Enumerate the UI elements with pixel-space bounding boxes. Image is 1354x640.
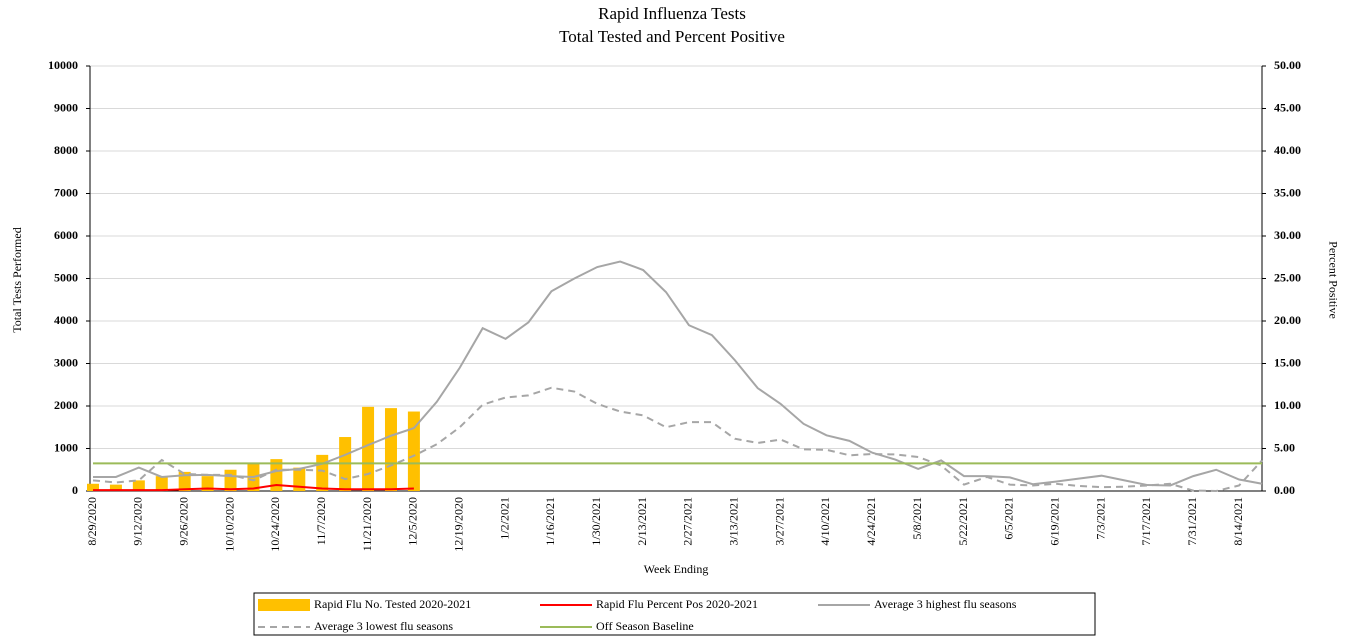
x-tick-label: 6/19/2021 xyxy=(1047,497,1061,546)
x-tick-label: 4/10/2021 xyxy=(818,497,832,546)
legend-label: Rapid Flu No. Tested 2020-2021 xyxy=(314,597,471,611)
line-series xyxy=(92,386,1263,493)
x-tick-label: 6/5/2021 xyxy=(1002,497,1016,540)
y2-tick-label: 25.00 xyxy=(1274,270,1301,284)
legend-label: Average 3 lowest flu seasons xyxy=(314,619,453,633)
x-tick-label: 10/24/2020 xyxy=(268,497,282,552)
x-tick-label: 8/14/2021 xyxy=(1231,497,1245,546)
y2-tick-label: 10.00 xyxy=(1274,398,1301,412)
x-tick-label: 10/10/2020 xyxy=(222,497,236,552)
x-tick-label: 1/16/2021 xyxy=(543,497,557,546)
x-tick-label: 11/7/2020 xyxy=(314,497,328,545)
chart-title: Rapid Influenza Tests xyxy=(598,4,746,23)
x-tick-label: 3/27/2021 xyxy=(772,497,786,546)
x-tick-label: 9/26/2020 xyxy=(176,497,190,546)
y2-tick-label: 5.00 xyxy=(1274,440,1295,454)
y-tick-label: 1000 xyxy=(54,440,78,454)
y-tick-label: 6000 xyxy=(54,228,78,242)
bar xyxy=(224,469,237,491)
x-axis-title: Week Ending xyxy=(644,562,709,576)
bar xyxy=(293,467,306,491)
y2-axis-title: Percent Positive xyxy=(1326,241,1340,319)
bar xyxy=(362,406,375,491)
y2-tick-label: 15.00 xyxy=(1274,355,1301,369)
bar xyxy=(316,454,329,491)
y-tick-label: 2000 xyxy=(54,398,78,412)
y2-tick-label: 35.00 xyxy=(1274,185,1301,199)
bar xyxy=(407,411,420,491)
legend-label: Off Season Baseline xyxy=(596,619,694,633)
y2-tick-label: 0.00 xyxy=(1274,483,1295,497)
y-tick-label: 4000 xyxy=(54,313,78,327)
bar xyxy=(109,484,122,491)
chart-subtitle: Total Tested and Percent Positive xyxy=(559,27,785,46)
y-tick-label: 9000 xyxy=(54,100,78,114)
x-tick-label: 2/27/2021 xyxy=(681,497,695,546)
legend-label: Rapid Flu Percent Pos 2020-2021 xyxy=(596,597,758,611)
y-axis-title: Total Tests Performed xyxy=(10,227,24,332)
x-tick-label: 7/3/2021 xyxy=(1093,497,1107,540)
bar xyxy=(132,480,145,491)
y2-tick-label: 40.00 xyxy=(1274,143,1301,157)
y2-tick-label: 30.00 xyxy=(1274,228,1301,242)
y-tick-label: 0 xyxy=(72,483,78,497)
x-tick-label: 1/2/2021 xyxy=(497,497,511,540)
x-tick-label: 3/13/2021 xyxy=(727,497,741,546)
x-tick-label: 9/12/2020 xyxy=(131,497,145,546)
y-tick-label: 7000 xyxy=(54,185,78,199)
y2-tick-label: 50.00 xyxy=(1274,58,1301,72)
x-tick-label: 2/13/2021 xyxy=(635,497,649,546)
x-tick-label: 12/5/2020 xyxy=(406,497,420,546)
x-tick-label: 8/29/2020 xyxy=(85,497,99,546)
bar xyxy=(270,459,283,491)
legend-label: Average 3 highest flu seasons xyxy=(874,597,1017,611)
y2-tick-label: 45.00 xyxy=(1274,100,1301,114)
legend-box xyxy=(253,592,1096,636)
bar xyxy=(87,483,99,491)
x-tick-label: 7/31/2021 xyxy=(1185,497,1199,546)
bar xyxy=(178,471,191,491)
x-tick-label: 4/24/2021 xyxy=(864,497,878,546)
x-tick-label: 11/21/2020 xyxy=(360,497,374,551)
line-series xyxy=(93,260,1263,487)
bar xyxy=(384,408,397,491)
y-tick-label: 10000 xyxy=(48,58,78,72)
x-tick-label: 12/19/2020 xyxy=(451,497,465,552)
line-series xyxy=(93,484,414,492)
bar xyxy=(155,476,168,491)
x-tick-label: 5/22/2021 xyxy=(956,497,970,546)
legend-swatch xyxy=(258,599,310,611)
y-tick-label: 8000 xyxy=(54,143,78,157)
x-tick-label: 7/17/2021 xyxy=(1139,497,1153,546)
y2-tick-label: 20.00 xyxy=(1274,313,1301,327)
y-tick-label: 3000 xyxy=(54,355,78,369)
x-tick-label: 5/8/2021 xyxy=(910,497,924,540)
bar xyxy=(201,476,214,491)
x-tick-label: 1/30/2021 xyxy=(589,497,603,546)
y-tick-label: 5000 xyxy=(54,270,78,284)
